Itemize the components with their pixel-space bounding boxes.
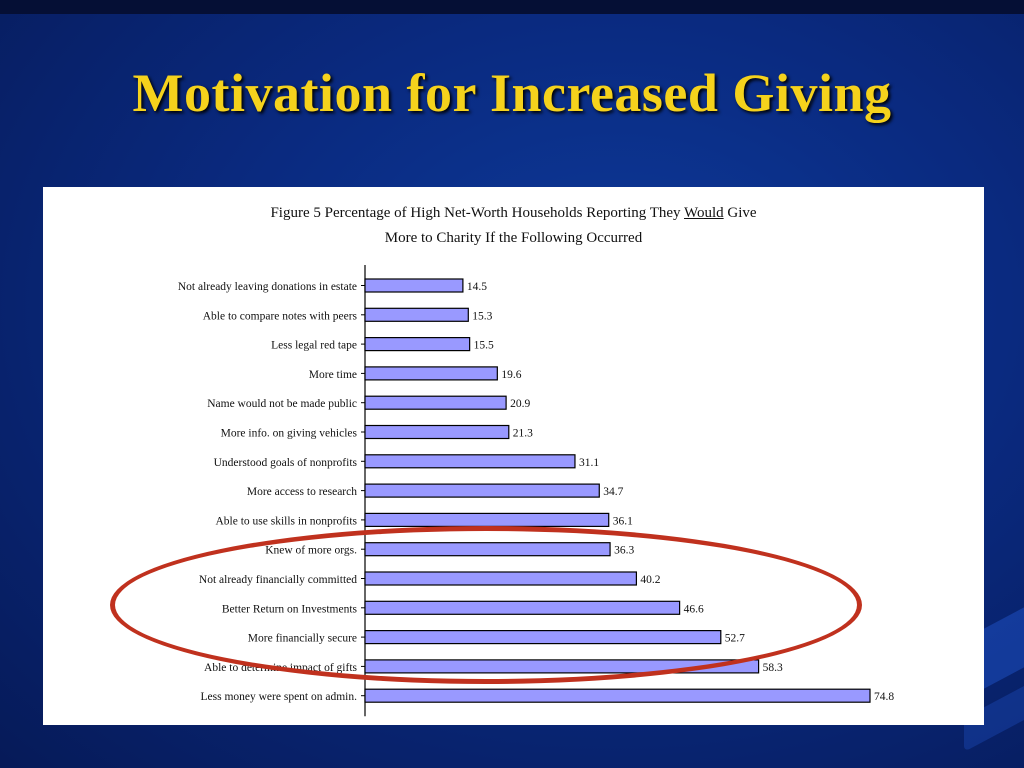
bar [364,278,464,293]
category-label: More info. on giving vehicles [221,428,358,440]
chart-panel: Figure 5 Percentage of High Net-Worth Ho… [43,187,984,725]
bar [364,454,576,469]
category-label: Knew of more orgs. [265,545,357,557]
figure-title-line-1: Figure 5 Percentage of High Net-Worth Ho… [43,201,984,226]
value-label: 40.2 [640,574,660,586]
value-label: 74.8 [874,691,894,703]
category-label: Not already financially committed [199,574,357,586]
bar [364,366,498,381]
figure-title-line-2: More to Charity If the Following Occurre… [384,230,643,246]
category-label: Able to determine impact of gifts [204,662,357,674]
value-label: 31.1 [579,457,599,469]
value-label: 20.9 [510,398,530,410]
bar [364,307,469,322]
category-label: Name would not be made public [207,398,357,410]
bar [364,424,510,440]
value-label: 36.3 [614,545,634,557]
slide-title: Motivation for Increased Giving [132,63,892,123]
bar [364,542,611,557]
category-label: More time [309,369,357,381]
category-label: Less money were spent on admin. [201,691,358,703]
bar [364,483,600,498]
figure-title-underlined: Would [684,205,724,221]
bar [364,630,722,645]
category-label: More access to research [247,486,357,498]
figure-title-pre: Figure 5 Percentage of High Net-Worth Ho… [270,205,685,221]
value-label: 36.1 [613,515,633,527]
category-label: Understood goals of nonprofits [214,457,358,469]
category-label: Able to use skills in nonprofits [215,515,357,527]
figure-title: Figure 5 Percentage of High Net-Worth Ho… [43,201,984,251]
category-label: Able to compare notes with peers [203,310,358,322]
value-label: 46.6 [684,603,704,615]
bar [364,395,507,410]
bar-chart: Not already leaving donations in estate 1… [178,265,894,717]
value-label: 14.5 [467,281,487,293]
bar [364,600,681,615]
bar [364,659,760,674]
bar [364,688,871,703]
bar [364,337,471,352]
category-label: More financially secure [248,633,357,645]
value-label: 21.3 [513,428,533,440]
value-label: 19.6 [501,369,521,381]
value-label: 34.7 [603,486,623,498]
category-label: Better Return on Investments [222,603,358,615]
figure-title-post: Give [723,205,757,221]
value-label: 15.3 [472,310,492,322]
bar [364,571,638,586]
value-label: 52.7 [725,633,745,645]
category-label: Not already leaving donations in estate [178,281,357,293]
value-label: 58.3 [763,662,783,674]
category-label: Less legal red tape [271,340,357,352]
top-bar [0,0,1024,14]
bar [364,512,610,527]
value-label: 15.5 [474,340,494,352]
